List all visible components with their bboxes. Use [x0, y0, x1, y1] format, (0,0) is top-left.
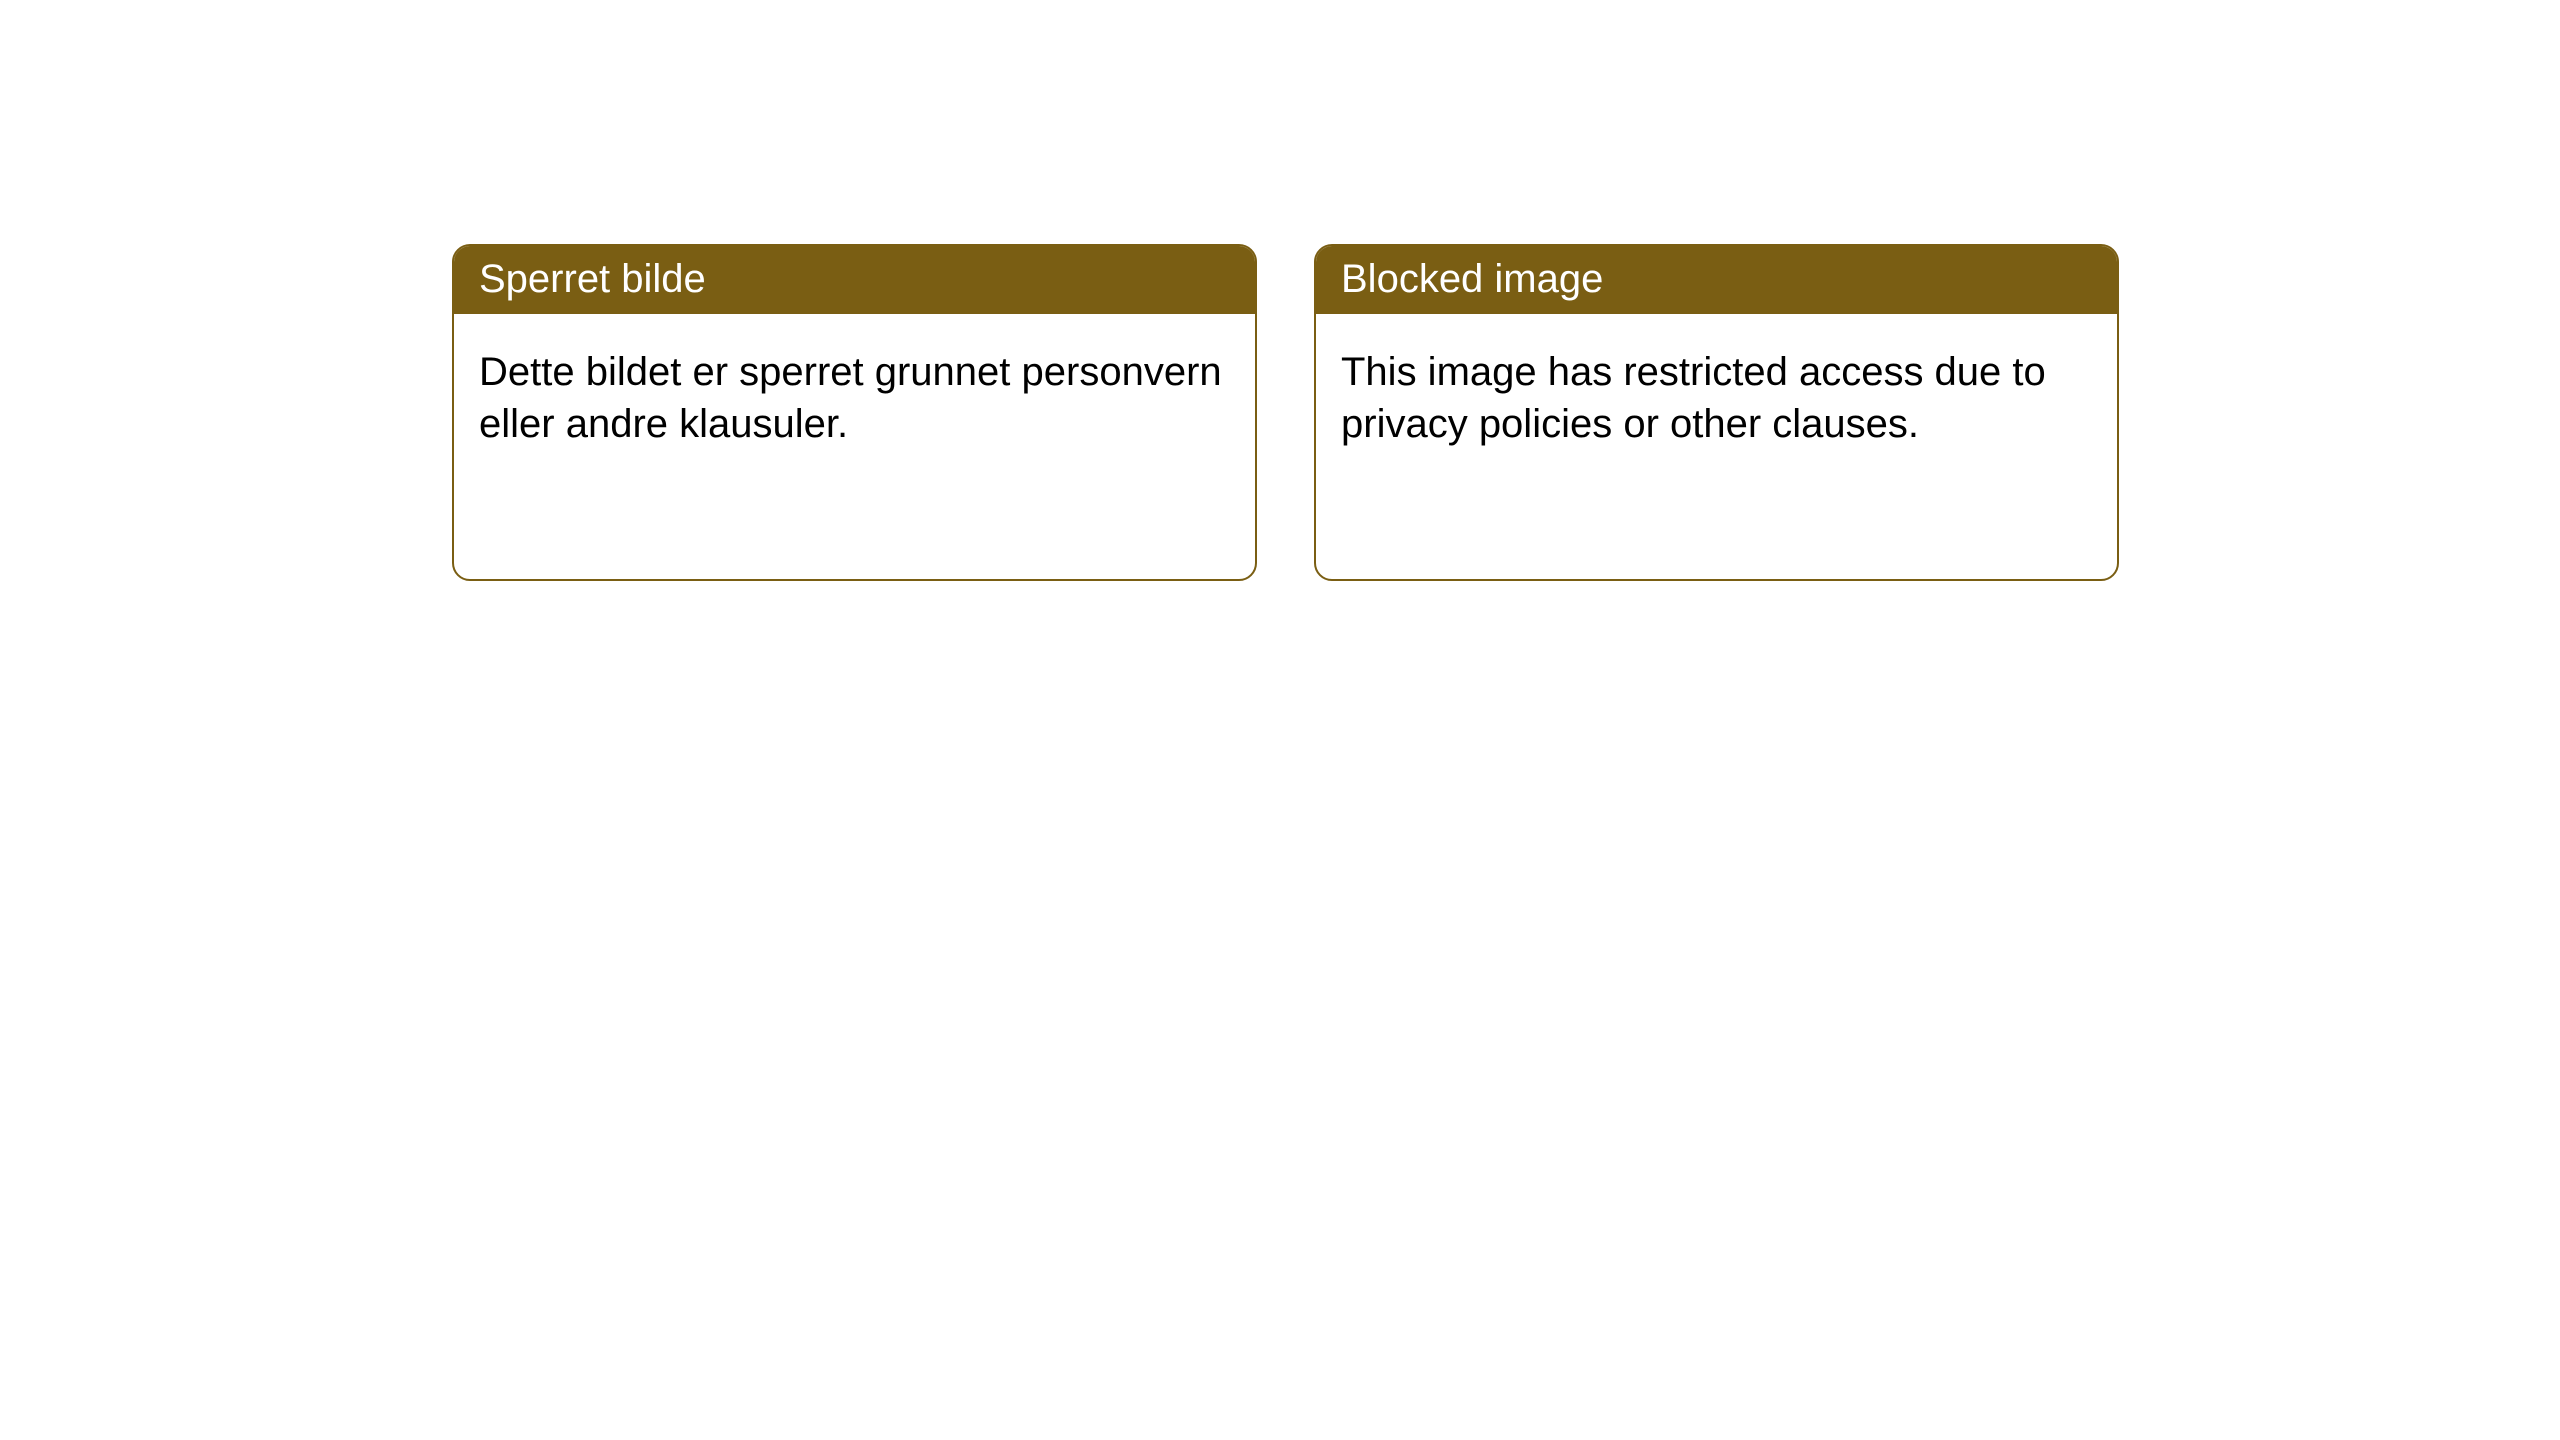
notice-body: Dette bildet er sperret grunnet personve…: [454, 314, 1255, 475]
notice-header: Blocked image: [1316, 246, 2117, 314]
notice-card-norwegian: Sperret bilde Dette bildet er sperret gr…: [452, 244, 1257, 581]
notice-card-english: Blocked image This image has restricted …: [1314, 244, 2119, 581]
notice-body: This image has restricted access due to …: [1316, 314, 2117, 475]
notice-container: Sperret bilde Dette bildet er sperret gr…: [0, 0, 2560, 581]
notice-header: Sperret bilde: [454, 246, 1255, 314]
